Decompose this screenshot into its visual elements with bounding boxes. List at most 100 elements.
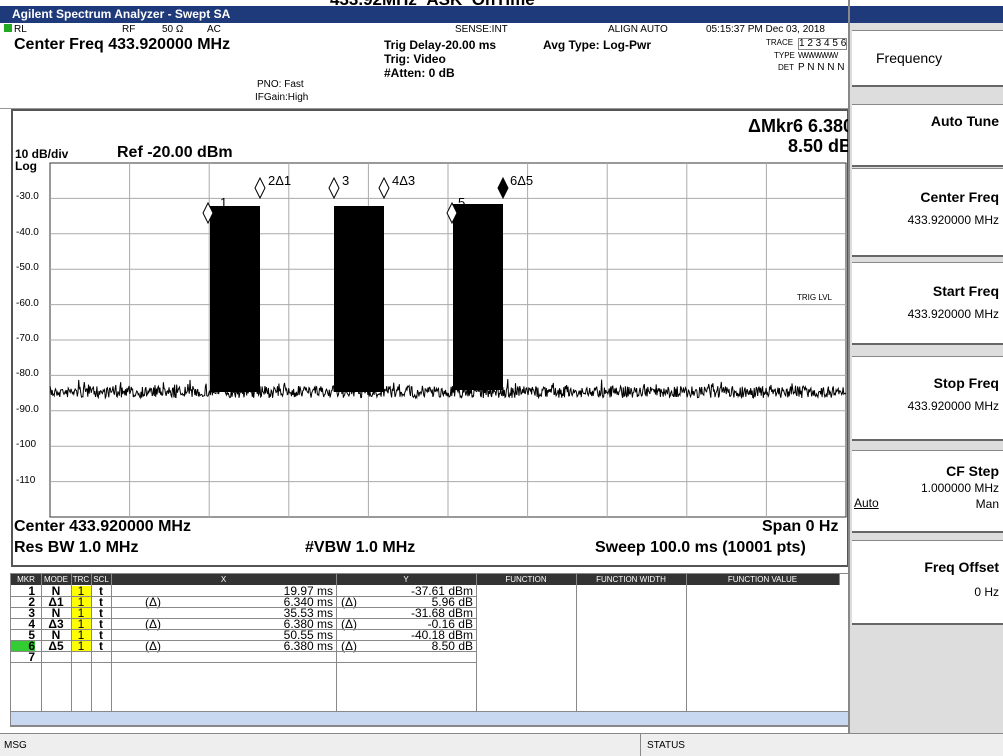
y-tick-label: -80.0 (16, 368, 39, 380)
table-cell: 4 (28, 617, 35, 631)
rf: RF (122, 24, 136, 35)
table-cell: 6.380 ms (283, 639, 333, 653)
key-auto: Auto (854, 496, 879, 510)
burst (334, 206, 384, 392)
marker-value: 8.50 dB (788, 136, 853, 156)
burst (210, 206, 260, 392)
table-cell: 6 (11, 640, 35, 652)
y-tick-label: -50.0 (16, 262, 39, 274)
y-tick-label: -100 (16, 439, 37, 451)
burst (453, 204, 503, 390)
det-label: DET (778, 63, 794, 72)
key-value: 1.000000 MHz (920, 481, 999, 495)
table-cell: t (99, 617, 103, 631)
log: Log (15, 159, 37, 173)
table-cell: t (99, 628, 103, 642)
y-tick-label: -90.0 (16, 403, 39, 415)
ref: Ref -20.00 dBm (117, 144, 233, 161)
column-header: FUNCTION VALUE (686, 574, 840, 585)
trace-noise (49, 379, 847, 400)
softkey[interactable]: Start Freq 433.920000 MHz (852, 262, 1003, 345)
marker-diamond (497, 176, 509, 200)
table-cell: (Δ) (145, 639, 162, 653)
menu-label: Frequency (876, 50, 943, 66)
msg: MSG (4, 740, 27, 751)
table-cell: 1 (71, 640, 91, 652)
marker-label: 4Δ3 (392, 173, 416, 188)
trace-label: TRACE (766, 38, 794, 47)
trace-nums: 1 2 3 4 5 6 (798, 38, 848, 50)
table-cell: 1 (71, 607, 91, 619)
key-value: 433.920000 MHz (907, 307, 999, 321)
y-tick-label: -110 (16, 474, 36, 486)
table-cell: 6.380 ms (283, 617, 333, 631)
table-cell: Δ3 (48, 617, 64, 631)
table-cell: 6.340 ms (283, 595, 333, 609)
softkey[interactable]: Center Freq 433.920000 MHz (852, 168, 1003, 257)
marker-diamond (254, 176, 266, 200)
key-label: Center Freq (920, 189, 999, 205)
col-line (576, 574, 577, 712)
trig: Trig: Video (384, 52, 446, 66)
marker-diamond (202, 201, 214, 225)
marker-table: MKR MODE TRC SCL X Y FUNCTION FUNCTION WIDTH FUN… (10, 573, 850, 727)
title-bar (0, 6, 1003, 23)
softkey[interactable]: Stop Freq 433.920000 MHz (852, 356, 1003, 441)
col-line (41, 574, 42, 712)
key-value: 0 Hz (974, 585, 999, 599)
row-line (11, 629, 476, 630)
col-line (91, 574, 92, 712)
status-bar (0, 733, 1003, 756)
center-freq: Center Freq 433.920000 MHz (14, 36, 231, 53)
softkey[interactable]: Auto Tune (852, 104, 1003, 167)
divider (848, 0, 850, 733)
coupling: AC (207, 24, 221, 35)
col-line (71, 574, 72, 712)
table-cell: 7 (28, 650, 35, 664)
trig-delay: Trig Delay-20.00 ms (384, 38, 497, 52)
type-label: TYPE (774, 51, 795, 60)
header (0, 23, 850, 109)
key-man: Man (975, 497, 999, 511)
table-cell: 19.97 ms (283, 584, 333, 598)
table-cell: 1 (71, 585, 91, 597)
row-line (11, 607, 476, 608)
span: Span 0 Hz (762, 518, 839, 535)
vbw: #VBW 1.0 MHz (305, 539, 416, 556)
window-title: Agilent Spectrum Analyzer - Swept SA (12, 7, 231, 21)
marker-label: 2Δ1 (268, 173, 292, 188)
col-line (686, 574, 687, 712)
pno: PNO: Fast (257, 79, 304, 90)
marker-label: 3 (342, 173, 350, 188)
key-label: CF Step (946, 463, 999, 479)
col-line (336, 574, 337, 712)
table-cell: t (99, 584, 103, 598)
y-tick-label: -60.0 (16, 297, 39, 309)
key-label: Start Freq (932, 283, 999, 299)
col-line (476, 574, 477, 712)
table-cell: 8.50 dB (431, 639, 473, 653)
table-cell: 35.53 ms (283, 606, 333, 620)
column-header: FUNCTION WIDTH (576, 574, 687, 585)
sense: SENSE:INT (455, 24, 508, 35)
atten: #Atten: 0 dB (384, 66, 455, 80)
softkey[interactable]: CF Step 1.000000 MHz Auto Man (852, 450, 1003, 533)
softkey[interactable]: Freq Offset 0 Hz (852, 540, 1003, 625)
y-tick-label: -40.0 (16, 226, 39, 238)
marker-label: 1 (220, 195, 228, 210)
trig-lvl: TRIG LVL (797, 293, 832, 302)
display (11, 109, 849, 567)
table-cell: -40.18 dBm (410, 628, 473, 642)
key-value: 433.920000 MHz (907, 213, 999, 227)
det-vals: P N N N N N (798, 62, 855, 73)
table-cell: (Δ) (145, 595, 162, 609)
marker-diamond (328, 176, 340, 200)
key-label: Stop Freq (933, 375, 999, 391)
type-vals: WWWWWW (798, 51, 838, 60)
table-cell: t (99, 606, 103, 620)
col-line (111, 574, 112, 712)
table-scrollbar[interactable] (10, 711, 850, 726)
table-cell: (Δ) (341, 639, 358, 653)
key-label: Auto Tune (930, 113, 999, 129)
table-cell: 50.55 ms (283, 628, 333, 642)
